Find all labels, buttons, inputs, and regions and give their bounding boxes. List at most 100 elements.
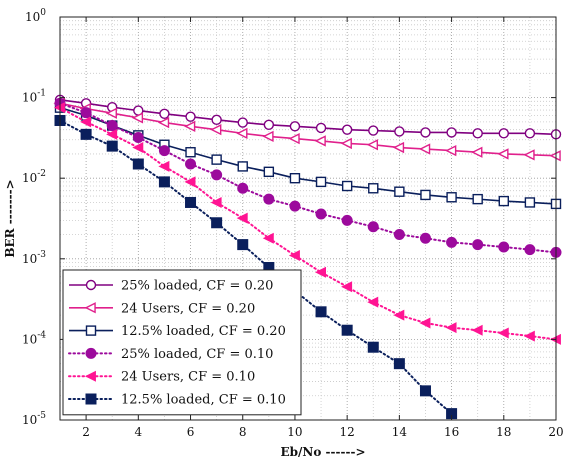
data-point bbox=[159, 108, 170, 119]
y-tick-exponent: -5 bbox=[37, 411, 46, 421]
data-point bbox=[237, 117, 248, 128]
data-point bbox=[393, 309, 405, 321]
x-tick-label: 14 bbox=[392, 425, 408, 439]
data-point bbox=[315, 266, 327, 278]
legend-marker bbox=[85, 393, 97, 405]
data-point bbox=[367, 341, 379, 353]
data-point bbox=[524, 244, 536, 256]
series-4 bbox=[54, 97, 562, 258]
data-point bbox=[446, 192, 457, 203]
data-point bbox=[472, 193, 483, 205]
data-point bbox=[368, 125, 379, 136]
data-point bbox=[237, 161, 248, 172]
data-point bbox=[498, 195, 509, 207]
data-point bbox=[184, 176, 196, 188]
data-point bbox=[237, 239, 249, 251]
data-point bbox=[472, 128, 483, 139]
legend-label: 24 Users, CF = 0.20 bbox=[121, 301, 255, 316]
legend-marker bbox=[84, 370, 96, 382]
data-point bbox=[158, 160, 170, 172]
data-point bbox=[446, 127, 457, 138]
data-point bbox=[211, 154, 222, 165]
data-point bbox=[419, 385, 431, 397]
x-axis-ticks: 2 4 6 8 10 12 14 16 18 20 bbox=[82, 17, 564, 439]
data-point bbox=[314, 135, 326, 147]
data-point bbox=[236, 127, 248, 139]
data-point bbox=[392, 141, 405, 154]
data-point bbox=[315, 122, 327, 134]
data-point bbox=[236, 212, 248, 224]
data-point bbox=[210, 124, 222, 136]
data-point bbox=[368, 183, 379, 194]
x-tick-label: 18 bbox=[496, 425, 511, 439]
series-2 bbox=[53, 97, 561, 162]
x-tick-label: 8 bbox=[239, 425, 247, 439]
x-tick-label: 20 bbox=[548, 425, 563, 439]
series-1 bbox=[54, 94, 562, 140]
legend-box bbox=[62, 269, 302, 416]
y-tick-exponent: 0 bbox=[40, 8, 46, 18]
y-tick-label: 10-5 bbox=[22, 411, 46, 427]
data-point bbox=[237, 182, 249, 194]
series-3 bbox=[54, 102, 562, 210]
data-point bbox=[367, 221, 379, 233]
plot-frame bbox=[59, 16, 557, 421]
data-point bbox=[131, 112, 144, 124]
data-point bbox=[472, 239, 484, 251]
data-point bbox=[106, 128, 118, 140]
data-point bbox=[80, 128, 92, 140]
data-point bbox=[315, 176, 327, 188]
x-tick-label: 6 bbox=[187, 425, 195, 439]
legend-label: 12.5% loaded, CF = 0.10 bbox=[121, 393, 286, 408]
y-tick-exponent: -3 bbox=[37, 250, 46, 260]
legend-label: 25% loaded, CF = 0.20 bbox=[121, 279, 273, 294]
data-point bbox=[262, 130, 274, 143]
data-point bbox=[394, 126, 405, 137]
data-point bbox=[498, 128, 509, 139]
legend-marker bbox=[85, 325, 97, 336]
data-point bbox=[185, 111, 196, 122]
x-tick-label: 4 bbox=[134, 425, 142, 439]
series-line bbox=[59, 102, 557, 254]
data-point bbox=[471, 146, 483, 158]
data-point bbox=[366, 139, 379, 151]
legend-marker bbox=[85, 279, 97, 291]
data-point bbox=[445, 144, 457, 157]
data-point bbox=[341, 214, 353, 226]
data-point bbox=[341, 281, 353, 293]
data-point bbox=[211, 169, 223, 181]
data-point bbox=[263, 261, 275, 273]
data-point bbox=[445, 322, 457, 334]
y-tick-exponent: -1 bbox=[37, 89, 46, 99]
data-point bbox=[446, 236, 458, 248]
data-point bbox=[394, 186, 405, 197]
data-point bbox=[523, 149, 535, 161]
data-point bbox=[418, 143, 431, 155]
data-point bbox=[106, 140, 118, 152]
y-tick-exponent: -2 bbox=[37, 169, 46, 179]
x-tick-label: 16 bbox=[444, 425, 459, 439]
data-point bbox=[498, 241, 510, 253]
data-point bbox=[132, 142, 144, 154]
data-point bbox=[524, 197, 536, 208]
series-5 bbox=[53, 102, 561, 345]
data-point bbox=[419, 317, 431, 329]
data-point bbox=[106, 120, 118, 132]
data-point bbox=[340, 137, 352, 150]
data-point bbox=[211, 217, 223, 229]
data-point bbox=[497, 327, 509, 339]
data-point bbox=[185, 196, 197, 208]
data-point bbox=[341, 324, 353, 336]
data-point bbox=[446, 408, 458, 420]
data-point bbox=[524, 128, 536, 139]
legend: 25% loaded, CF = 0.20 24 Users, CF = 0.20… bbox=[62, 269, 302, 416]
data-point bbox=[158, 176, 170, 188]
data-point bbox=[289, 121, 301, 132]
legend-label: 12.5% loaded, CF = 0.20 bbox=[121, 324, 286, 339]
y-tick-label: 10-1 bbox=[22, 89, 46, 105]
x-tick-label: 2 bbox=[82, 425, 90, 439]
data-point bbox=[315, 306, 327, 318]
data-point bbox=[419, 232, 431, 244]
x-axis-label: Eb/No ------> bbox=[280, 445, 365, 459]
data-point bbox=[157, 116, 170, 129]
